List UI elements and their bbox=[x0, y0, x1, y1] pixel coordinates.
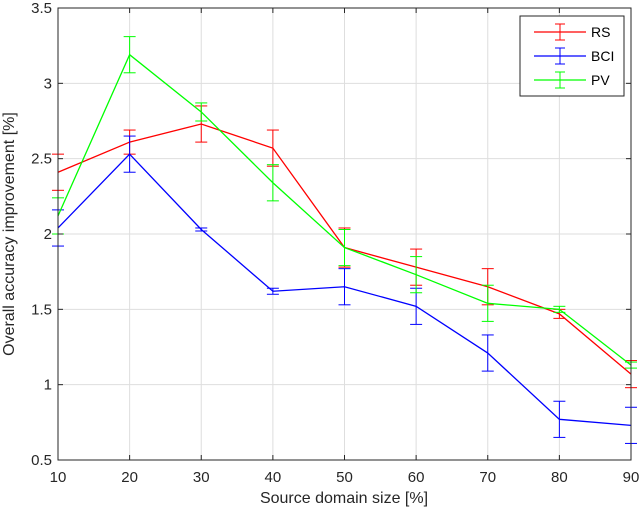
x-tick-label: 90 bbox=[623, 469, 640, 486]
x-tick-label: 60 bbox=[408, 469, 425, 486]
y-tick-label: 2 bbox=[44, 226, 52, 243]
legend-label: BCI bbox=[591, 48, 614, 64]
y-tick-label: 3.5 bbox=[31, 0, 52, 17]
y-tick-label: 0.5 bbox=[31, 452, 52, 469]
x-tick-label: 80 bbox=[551, 469, 568, 486]
y-axis-label: Overall accuracy improvement [%] bbox=[1, 112, 18, 356]
x-tick-label: 40 bbox=[265, 469, 282, 486]
x-tick-label: 50 bbox=[336, 469, 353, 486]
y-tick-label: 3 bbox=[44, 75, 52, 92]
y-tick-label: 1.5 bbox=[31, 301, 52, 318]
x-tick-label: 20 bbox=[121, 469, 138, 486]
y-tick-label: 2.5 bbox=[31, 151, 52, 168]
x-axis-label: Source domain size [%] bbox=[260, 490, 428, 507]
tick-layer: 10 20 30 40 50 60 70 80 90 0.5 1 1.5 2 2.5 3 3.5 bbox=[31, 0, 639, 486]
x-tick-label: 30 bbox=[193, 469, 210, 486]
legend-label: RS bbox=[591, 24, 610, 40]
x-tick-label: 10 bbox=[50, 469, 67, 486]
legend-label: PV bbox=[591, 72, 610, 88]
x-tick-label: 70 bbox=[479, 469, 496, 486]
legend: RS BCI PV bbox=[519, 15, 625, 97]
y-tick-label: 1 bbox=[44, 377, 52, 394]
